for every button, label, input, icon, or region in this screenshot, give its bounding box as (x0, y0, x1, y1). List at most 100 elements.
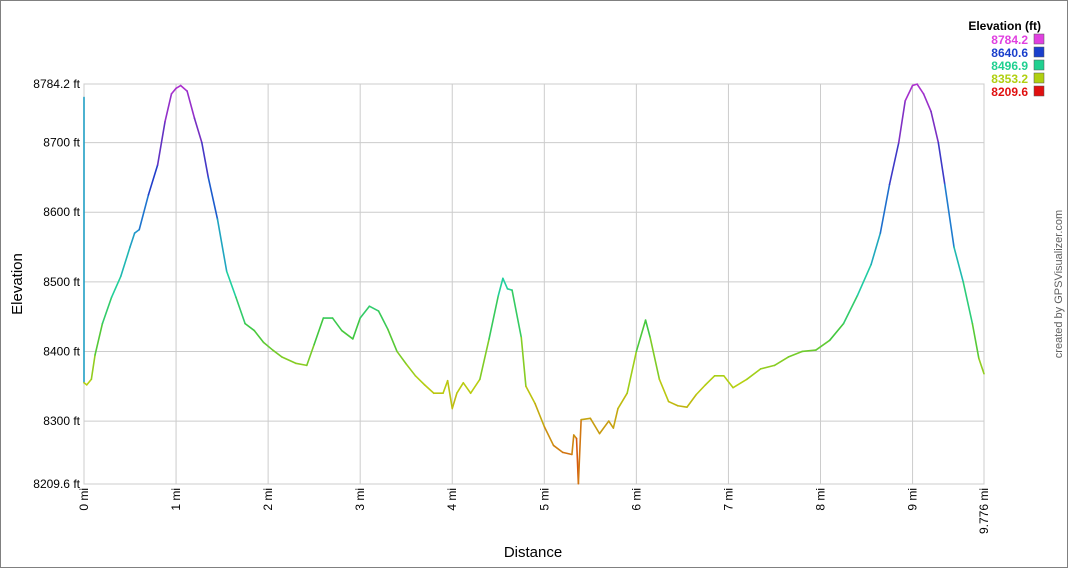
profile-segment (695, 384, 707, 396)
profile-segment (262, 341, 274, 351)
profile-segment (704, 375, 716, 386)
x-tick-label: 9 mi (906, 488, 920, 511)
profile-segment (552, 444, 564, 454)
profile-segment (110, 275, 122, 298)
profile-segment (815, 339, 831, 351)
profile-segment (607, 420, 615, 429)
profile-segment (186, 90, 196, 120)
profile-segment (534, 402, 546, 428)
y-tick-label: 8600 ft (43, 205, 80, 219)
profile-segment (511, 289, 523, 339)
x-tick-label: 6 mi (629, 488, 643, 511)
profile-segment (138, 194, 150, 231)
profile-segment (904, 84, 914, 102)
profile-segment (405, 363, 417, 377)
profile-segment (916, 83, 925, 95)
profile-segment (281, 356, 297, 365)
profile-segment (414, 375, 426, 386)
profile-segment (971, 322, 980, 360)
profile-segment (787, 350, 803, 358)
profile-segment (147, 164, 159, 196)
profile-segment (773, 356, 790, 367)
profile-segment (520, 336, 527, 388)
legend-value: 8640.6 (991, 46, 1028, 60)
legend-value: 8496.9 (991, 59, 1028, 73)
profile-segment (577, 418, 582, 485)
profile-segment (294, 362, 308, 367)
profile-segment (253, 329, 265, 344)
profile-segment (156, 120, 166, 166)
profile-segment (313, 317, 325, 346)
profile-segment (506, 288, 513, 291)
profile-segment (612, 407, 619, 429)
profile-segment (930, 110, 940, 144)
profile-segment (352, 317, 361, 340)
profile-segment (911, 83, 918, 87)
profile-segment (94, 322, 104, 356)
profile-segment (85, 378, 93, 386)
axis-ticks: 8209.6 ft 8300 ft 8400 ft 8500 ft 8600 ft 870… (33, 77, 991, 534)
profile-segment (133, 228, 141, 234)
profile-segment (423, 384, 435, 395)
profile-segment (442, 379, 449, 395)
profile-segment (801, 349, 817, 353)
profile-segment (479, 338, 490, 381)
profile-segment (488, 294, 500, 340)
x-tick-label: 5 mi (537, 488, 551, 511)
profile-segment (451, 392, 458, 410)
profile-segment (617, 392, 628, 410)
profile-segment (502, 277, 509, 290)
profile-segment (962, 281, 974, 325)
profile-segment (193, 117, 203, 144)
y-tick-label: 8400 ft (43, 344, 80, 358)
x-tick-label: 2 mi (261, 488, 275, 511)
profile-segment (667, 400, 679, 407)
profile-segment (746, 368, 762, 381)
legend: Elevation (ft)8784.28640.68496.98353.282… (968, 19, 1045, 99)
legend-value: 8784.2 (991, 33, 1028, 47)
profile-segment (216, 218, 228, 273)
profile-segment (305, 343, 315, 367)
profile-segment (164, 93, 173, 123)
profile-segment (953, 246, 964, 283)
profile-segment (856, 263, 872, 297)
legend-swatch (1033, 46, 1045, 58)
profile-segment (469, 378, 481, 395)
profile-segment (387, 328, 398, 353)
profile-segment (879, 183, 891, 234)
profile-segment (870, 232, 882, 266)
profile-segment (888, 141, 900, 186)
profile-segment (201, 141, 210, 179)
profile-segment (626, 350, 638, 395)
profile-segment (396, 350, 408, 365)
profile-segment (598, 420, 610, 435)
legend-value: 8209.6 (991, 85, 1028, 99)
profile-segment (937, 141, 946, 186)
profile-segment (842, 294, 859, 325)
profile-segment (120, 246, 131, 278)
profile-segment (377, 310, 389, 330)
profile-segment (677, 404, 688, 408)
legend-value: 8353.2 (991, 72, 1028, 86)
profile-segment (978, 357, 985, 375)
profile-segment (179, 84, 188, 92)
profile-segment (543, 425, 555, 447)
profile-segment (244, 322, 256, 332)
profile-segment (235, 296, 246, 325)
x-tick-label: 9.776 mi (977, 488, 991, 534)
profile-segment (340, 329, 354, 340)
y-tick-label: 8784.2 ft (33, 77, 80, 91)
legend-swatch (1033, 85, 1045, 97)
profile-segment (497, 277, 504, 297)
legend-swatch (1033, 33, 1045, 45)
profile-segment (462, 381, 472, 395)
x-tick-label: 4 mi (445, 488, 459, 511)
profile-segment (644, 319, 651, 339)
legend-title: Elevation (ft) (968, 19, 1041, 33)
elevation-profile-line (83, 83, 985, 485)
profile-segment (90, 354, 96, 381)
y-tick-label: 8300 ft (43, 414, 80, 428)
profile-segment (359, 305, 371, 319)
profile-segment (456, 381, 465, 395)
